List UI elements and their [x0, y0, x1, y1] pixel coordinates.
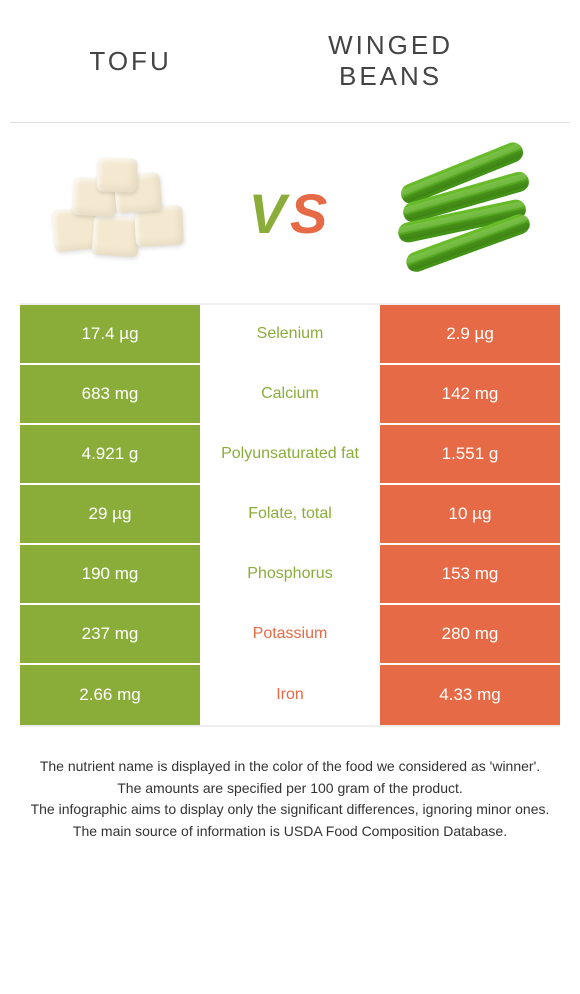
table-row: 190 mgPhosphorus153 mg [20, 545, 560, 605]
right-value: 2.9 µg [380, 305, 560, 363]
left-value: 4.921 g [20, 425, 200, 483]
left-value: 29 µg [20, 485, 200, 543]
footer-line: The infographic aims to display only the… [20, 800, 560, 820]
header: Tofu Winged Beans [10, 20, 570, 112]
nutrient-name: Polyunsaturated fat [200, 425, 380, 483]
right-value: 4.33 mg [380, 665, 560, 725]
right-value: 142 mg [380, 365, 560, 423]
right-value: 1.551 g [380, 425, 560, 483]
nutrient-name: Potassium [200, 605, 380, 663]
right-value: 10 µg [380, 485, 560, 543]
vs-label: VS [249, 181, 332, 246]
vs-row: VS [10, 148, 570, 278]
table-row: 29 µgFolate, total10 µg [20, 485, 560, 545]
footer-notes: The nutrient name is displayed in the co… [20, 757, 560, 843]
vs-v-letter: V [249, 182, 290, 245]
table-row: 237 mgPotassium280 mg [20, 605, 560, 665]
right-value: 153 mg [380, 545, 560, 603]
nutrient-name: Selenium [200, 305, 380, 363]
right-food-image [377, 148, 547, 278]
left-value: 2.66 mg [20, 665, 200, 725]
right-food-title: Winged Beans [291, 30, 491, 92]
right-value: 280 mg [380, 605, 560, 663]
nutrient-name: Folate, total [200, 485, 380, 543]
footer-line: The amounts are specified per 100 gram o… [20, 779, 560, 799]
table-row: 683 mgCalcium142 mg [20, 365, 560, 425]
comparison-table: 17.4 µgSelenium2.9 µg683 mgCalcium142 mg… [20, 303, 560, 727]
left-value: 190 mg [20, 545, 200, 603]
page: Tofu Winged Beans VS 17.4 [0, 0, 580, 994]
header-divider [10, 122, 570, 123]
table-row: 2.66 mgIron4.33 mg [20, 665, 560, 725]
vs-s-letter: S [290, 182, 331, 245]
left-value: 237 mg [20, 605, 200, 663]
footer-line: The main source of information is USDA F… [20, 822, 560, 842]
left-food-title: Tofu [89, 46, 171, 77]
table-row: 17.4 µgSelenium2.9 µg [20, 305, 560, 365]
left-value: 683 mg [20, 365, 200, 423]
winged-beans-icon [387, 153, 537, 273]
nutrient-name: Iron [200, 665, 380, 725]
left-food-image [33, 148, 203, 278]
nutrient-name: Calcium [200, 365, 380, 423]
left-value: 17.4 µg [20, 305, 200, 363]
footer-line: The nutrient name is displayed in the co… [20, 757, 560, 777]
table-row: 4.921 gPolyunsaturated fat1.551 g [20, 425, 560, 485]
tofu-icon [43, 158, 193, 268]
nutrient-name: Phosphorus [200, 545, 380, 603]
